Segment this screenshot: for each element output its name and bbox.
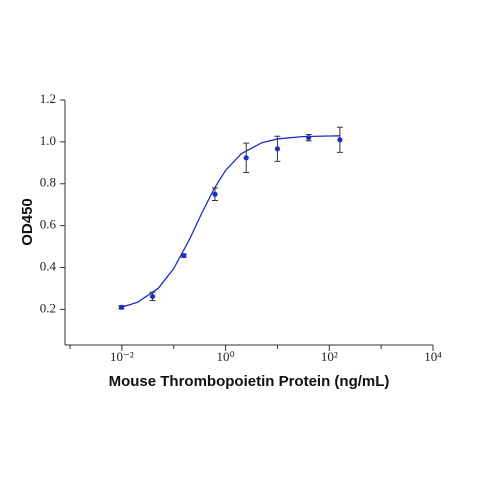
y-tick-label: 1.0 [40,133,56,148]
x-tick-label: 10⁻² [110,349,134,364]
data-point [243,155,249,161]
y-tick-label: 0.8 [40,175,56,190]
data-point [149,293,156,300]
x-axis-title: Mouse Thrombopoietin Protein (ng/mL) [109,373,390,390]
x-tick-label: 10⁴ [424,349,442,364]
y-axis-title: OD450 [19,198,36,246]
data-point [181,252,187,259]
data-point [118,304,125,310]
y-tick-label: 0.6 [40,217,57,232]
data-point [337,137,343,143]
fit-curve [121,135,340,308]
y-tick-label: 1.2 [40,91,56,106]
y-tick-label: 0.4 [40,259,57,274]
x-tick-label: 10⁰ [216,349,234,364]
data-point [212,191,218,197]
y-tick-label: 0.2 [40,300,56,315]
data-point [274,146,281,152]
x-tick-label: 10² [321,349,338,364]
data-point [306,135,312,141]
